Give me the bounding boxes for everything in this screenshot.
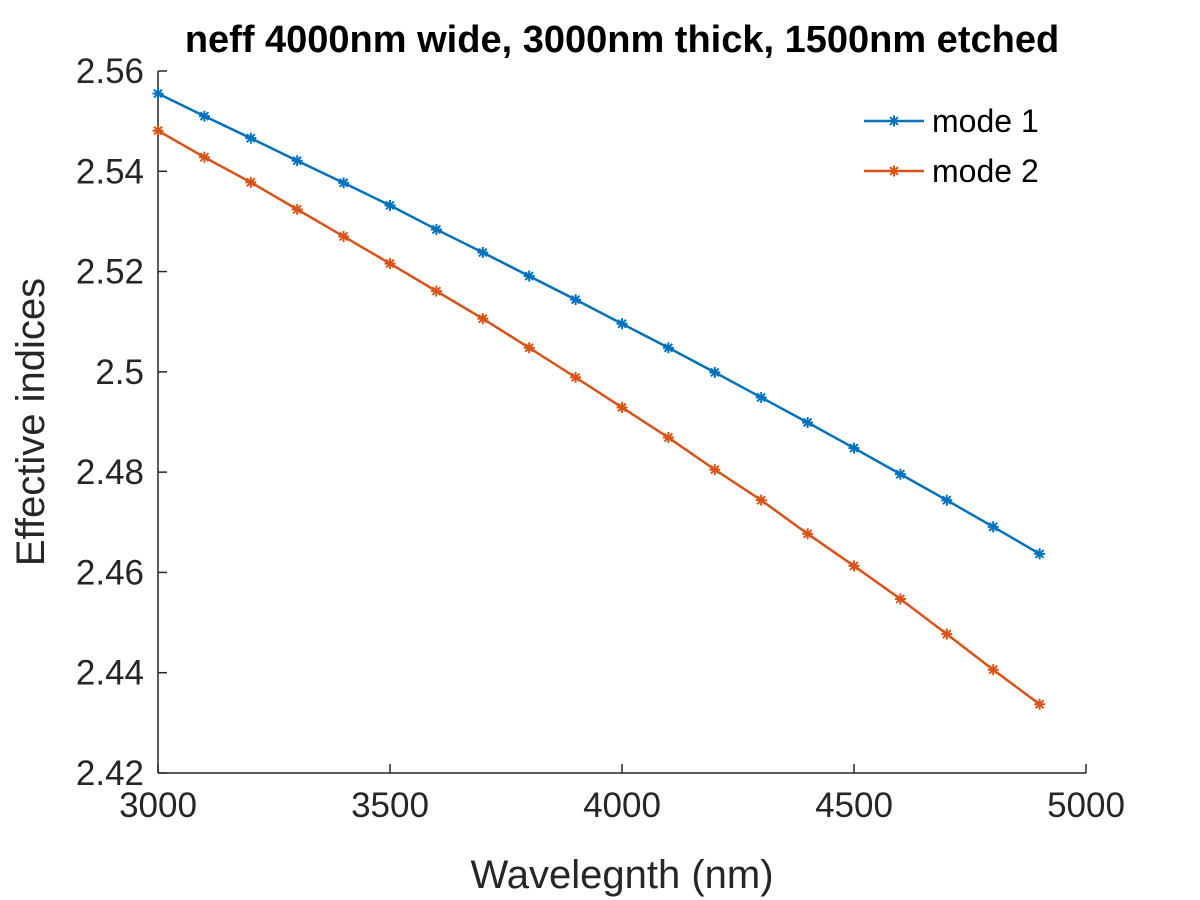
data-point [477,247,489,259]
data-point [198,110,210,122]
data-point [941,494,953,506]
data-point [894,593,906,605]
x-axis-label: Wavelegnth (nm) [470,853,773,897]
x-tick-label: 3000 [119,786,197,825]
data-point [987,521,999,533]
data-point [570,371,582,383]
y-tick-label: 2.52 [76,253,144,292]
data-point [802,417,814,429]
data-point [755,494,767,506]
y-tick-label: 2.46 [76,553,144,592]
legend: mode 1 mode 2 [864,103,1039,189]
data-point [384,258,396,270]
data-point [245,132,257,144]
y-axis-ticks: 2.42 2.44 2.46 2.48 2.5 2.52 2.54 2.56 [76,52,167,793]
legend-item: mode 1 [864,103,1039,139]
x-tick-label: 4500 [815,786,893,825]
data-point [523,270,535,282]
data-point [152,125,164,137]
x-tick-label: 3500 [351,786,429,825]
data-point [477,313,489,325]
data-point [291,155,303,167]
data-point [152,88,164,100]
series-line [157,129,1041,706]
data-point [570,294,582,306]
y-axis-label: Effective indices [9,278,53,566]
legend-label: mode 2 [932,153,1039,189]
data-point [894,468,906,480]
series-2 [152,125,1046,710]
y-tick-label: 2.56 [76,52,144,91]
data-point [291,203,303,215]
data-point [848,560,860,572]
x-tick-label: 4000 [583,786,661,825]
series-1 [152,88,1046,560]
data-point [987,664,999,676]
data-point [198,151,210,163]
y-tick-label: 2.5 [95,353,144,392]
data-point [338,177,350,189]
data-point [662,342,674,354]
series-line [157,92,1041,555]
legend-marker [888,165,900,177]
data-point [616,401,628,413]
data-point [755,391,767,403]
data-point [338,230,350,242]
series-layer [152,88,1046,710]
chart-title: neff 4000nm wide, 3000nm thick, 1500nm e… [185,19,1059,61]
legend-marker [888,115,900,127]
data-point [662,432,674,444]
data-point [709,464,721,476]
legend-label: mode 1 [932,103,1039,139]
data-point [430,285,442,297]
data-point [802,528,814,540]
data-point [430,223,442,235]
y-tick-label: 2.42 [76,754,144,793]
data-point [1034,698,1046,710]
y-tick-label: 2.44 [76,654,144,693]
y-tick-label: 2.48 [76,453,144,492]
legend-item: mode 2 [864,153,1039,189]
y-tick-label: 2.54 [76,152,144,191]
x-axis-ticks: 3000 3500 4000 4500 5000 [119,764,1125,825]
data-point [384,199,396,211]
data-point [709,366,721,378]
data-point [1034,548,1046,560]
data-point [523,342,535,354]
data-point [245,176,257,188]
data-point [941,628,953,640]
data-point [616,318,628,330]
data-point [848,442,860,454]
x-tick-label: 5000 [1047,786,1125,825]
